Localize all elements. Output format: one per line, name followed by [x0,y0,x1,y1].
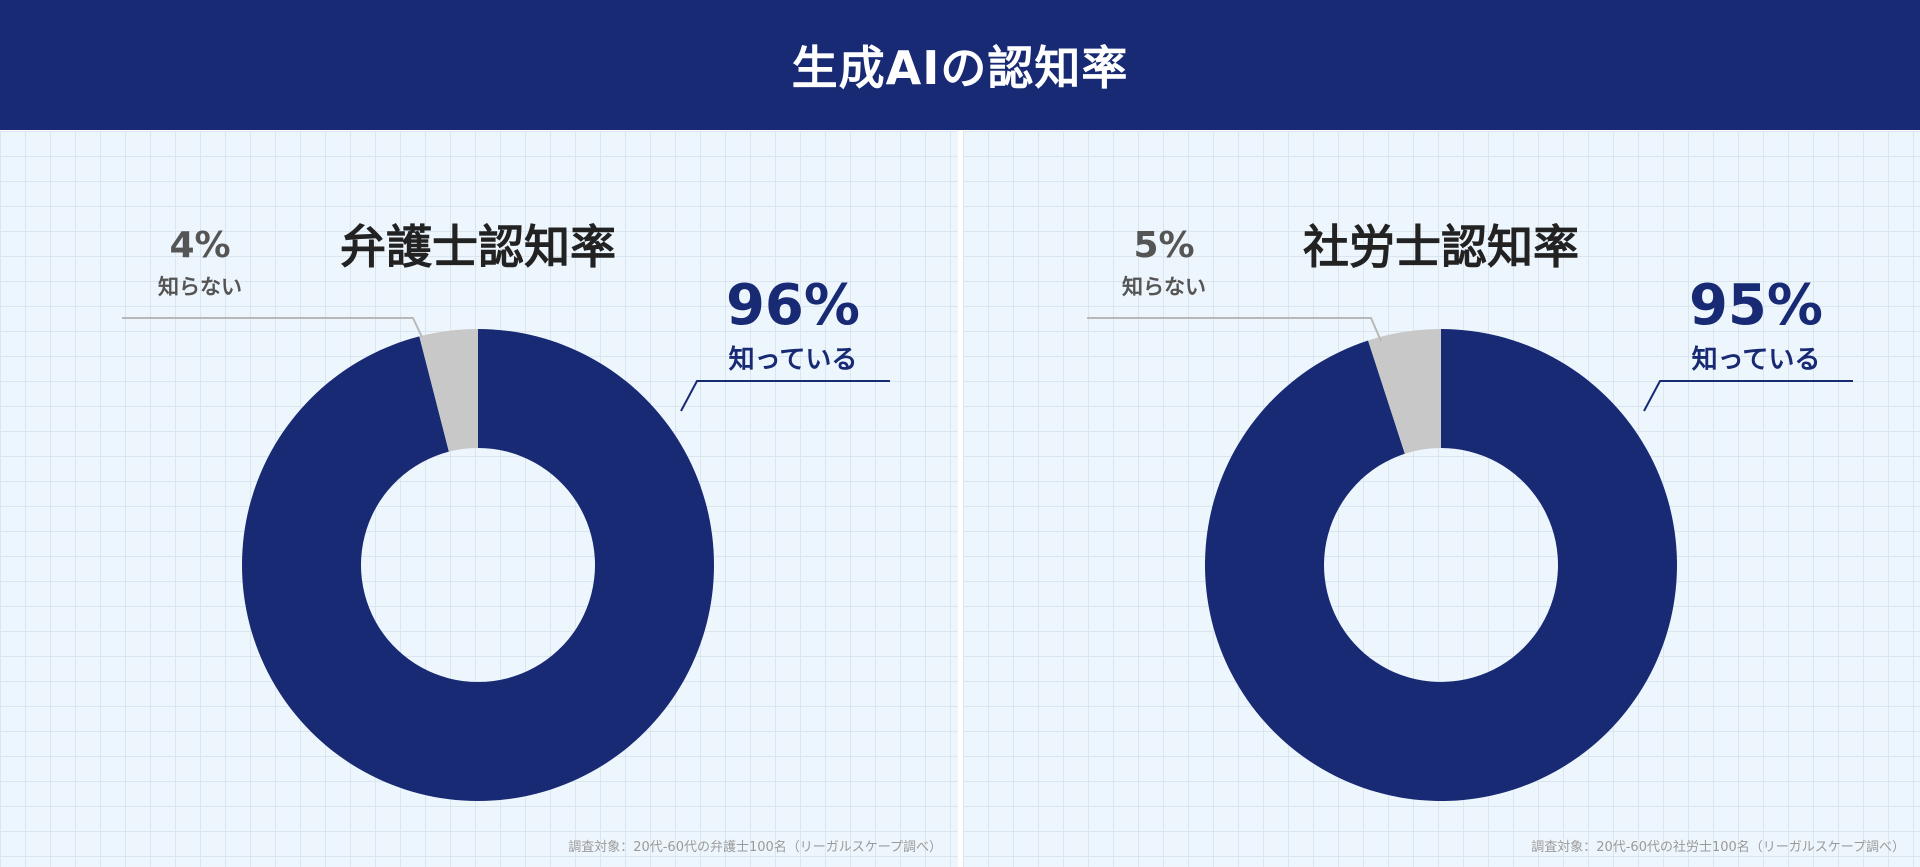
chart-panel-lawyer: 弁護士認知率 4% 知らない 96% 知っている 調査対象：20代-60代の弁護… [0,131,958,867]
category-label-unknown: 知らない [1122,275,1206,299]
category-label-unknown: 知らない [158,275,242,299]
page-title: 生成AIの認知率 [791,41,1129,95]
leader-line-unknown [122,317,423,338]
donut-chart-lawyer: 弁護士認知率 4% 知らない 96% 知っている [122,220,890,801]
chart-panel-sharoushi: 社労士認知率 5% 知らない 95% 知っている 調査対象：20代-60代の社労… [963,131,1920,867]
leader-line-unknown [1087,317,1382,342]
leader-line-known [680,380,890,412]
value-label-known: 95% [1689,273,1823,338]
value-label-unknown: 5% [1133,225,1194,266]
page-header: 生成AIの認知率 [0,0,1920,130]
leader-line-known [1643,380,1853,412]
chart-title: 社労士認知率 [1303,220,1579,274]
slice-known [1205,329,1677,801]
source-note: 調査対象：20代-60代の社労士100名（リーガルスケープ調べ） [1531,840,1905,855]
value-label-known: 96% [726,273,860,338]
chart-title: 弁護士認知率 [340,220,616,274]
category-label-known: 知っている [729,345,858,375]
category-label-known: 知っている [1692,345,1821,375]
slice-unknown [419,329,478,452]
slice-known [241,329,714,801]
donut-chart-sharoushi: 社労士認知率 5% 知らない 95% 知っている [1087,220,1853,801]
slice-unknown [1368,329,1441,454]
value-label-unknown: 4% [169,225,230,266]
source-note: 調査対象：20代-60代の弁護士100名（リーガルスケープ調べ） [568,840,942,855]
